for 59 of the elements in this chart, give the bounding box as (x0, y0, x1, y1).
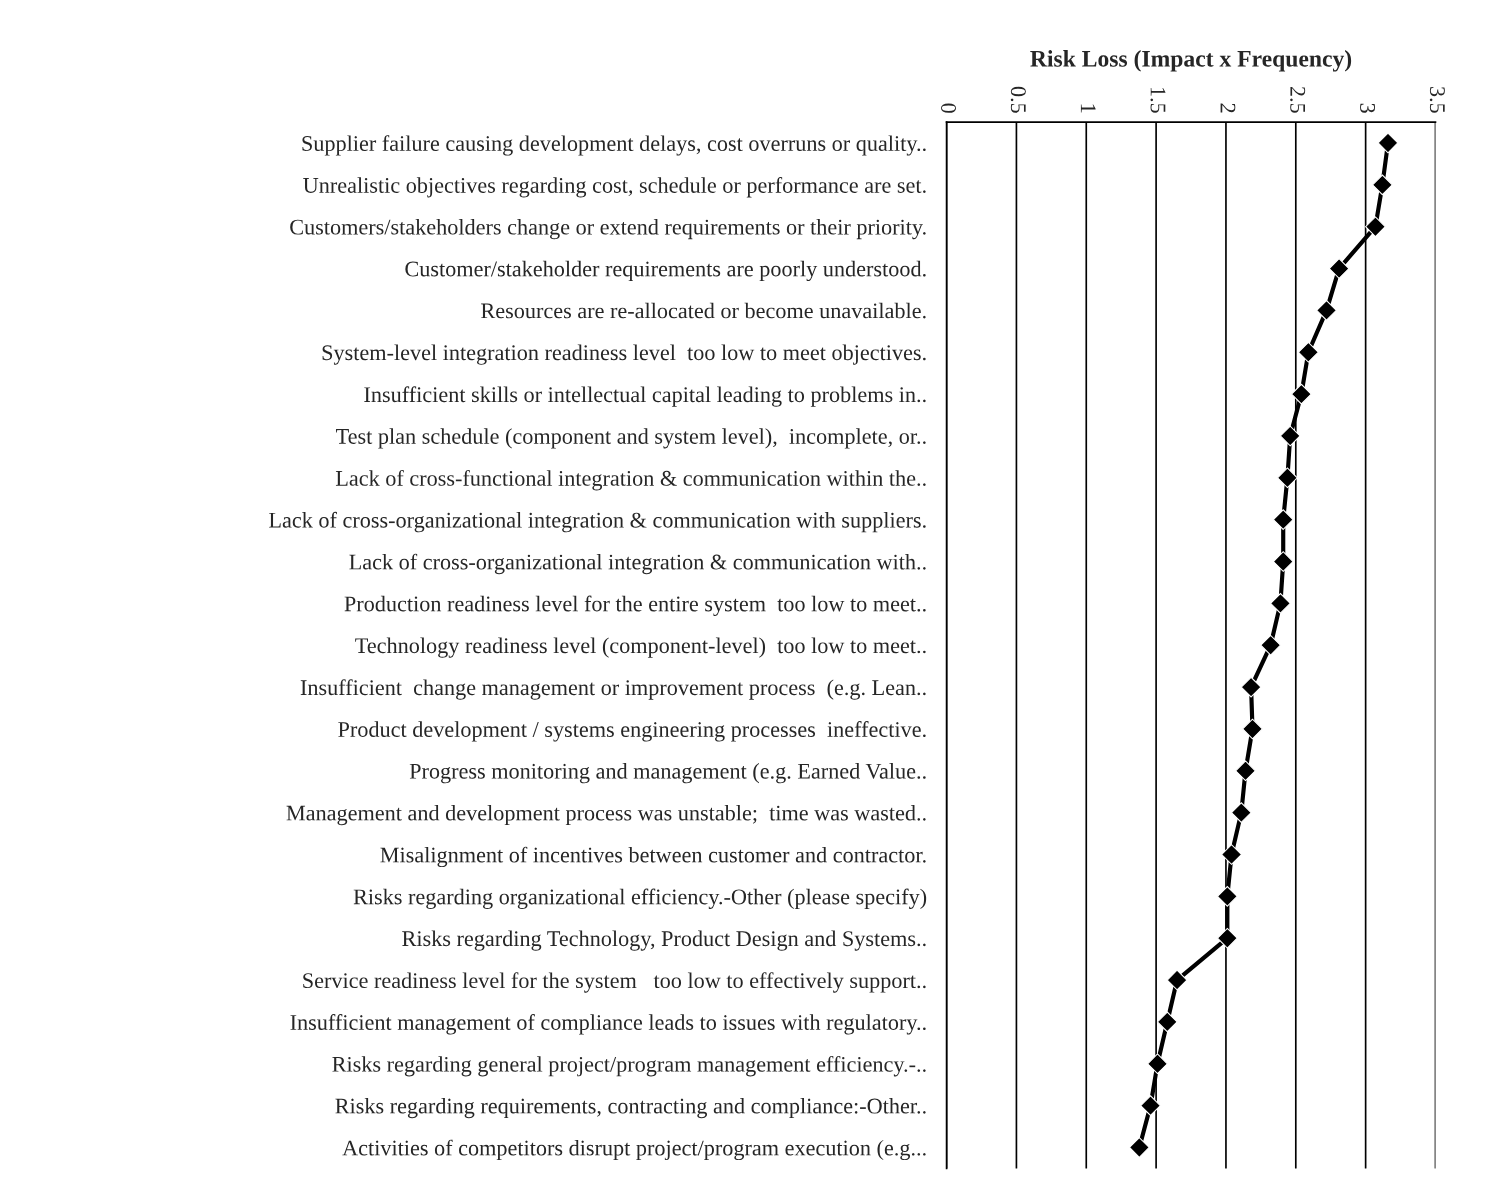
x-tick-label: 0.5 (1010, 86, 1026, 113)
point (1298, 341, 1319, 363)
point (1372, 174, 1393, 196)
point (1270, 593, 1291, 614)
y-tick-label: System-level integration readiness level too low to meet objectives. (322, 344, 926, 365)
y-tick-label: Lack of cross-organizational integration & communication with suppliers. (269, 511, 926, 533)
y-tick-label: Insufficient management of compliance leads to issues with regulatory.. (290, 1014, 926, 1035)
point (1377, 132, 1399, 154)
y-tick-label: Unrealistic objectives regarding cost, schedule or performance are set. (303, 177, 926, 198)
x-tick-label: 2 (1220, 103, 1236, 113)
y-tick-label: Activities of competitors disrupt project/program execution (e.g... (342, 1139, 926, 1161)
point (1277, 467, 1298, 489)
y-tick-label: Production readiness level for the entire system too low to meet.. (344, 595, 926, 616)
y-tick-label: Product development / systems engineering processes ineffective. (338, 721, 926, 742)
y-tick-label: Technology readiness level (component-level) too low to meet.. (355, 637, 926, 658)
point (1272, 509, 1294, 531)
y-tick-label: Risks regarding requirements, contracting and compliance:-Other.. (335, 1097, 926, 1119)
y-tick-label: Service readiness level for the system too low to effectively support.. (303, 972, 926, 993)
point (1217, 886, 1238, 907)
point (1316, 300, 1337, 321)
point (1260, 634, 1281, 656)
point (1279, 425, 1301, 447)
point (1166, 969, 1188, 991)
point (1365, 216, 1386, 238)
x-axis-title: Risk Loss (Impact x Frequency) (1030, 50, 1352, 72)
y-tick-label: Insufficient skills or intellectual capital leading to problems in.. (364, 386, 926, 407)
point (1328, 258, 1350, 279)
y-tick-label: Lack of cross-organizational integration & communication with.. (349, 553, 926, 575)
point (1217, 927, 1238, 949)
y-tick-label: Customer/stakeholder requirements are poorly understood. (405, 260, 926, 282)
point (1272, 551, 1294, 572)
y-tick-label: Supplier failure causing development delays, cost overruns or quality.. (302, 135, 926, 156)
point (1221, 844, 1242, 865)
x-tick-label: 0 (941, 103, 957, 113)
x-tick-label: 1 (1080, 104, 1096, 113)
point (1235, 760, 1256, 782)
y-tick-label: Management and development process was unstable; time was wasted.. (286, 804, 926, 826)
point (1291, 383, 1312, 405)
point (1156, 1011, 1178, 1033)
point (1140, 1095, 1161, 1116)
y-tick-label: Misalignment of incentives between customer and contractor. (380, 846, 926, 868)
point (1242, 718, 1263, 740)
x-tick-label: 3.5 (1429, 87, 1445, 113)
y-tick-label: Lack of cross-functional integration & communication within the.. (335, 469, 926, 491)
x-tick-label: 3 (1360, 103, 1376, 113)
point (1129, 1137, 1150, 1158)
point (1230, 802, 1252, 823)
y-tick-label: Resources are re-allocated or become unavailable. (481, 302, 926, 319)
y-tick-label: Test plan schedule (component and system level), incomplete, or.. (336, 428, 926, 449)
y-tick-label: Insufficient change management or improvement process (e.g. Lean.. (300, 679, 926, 700)
point (1147, 1053, 1168, 1075)
y-tick-label: Customers/stakeholders change or extend requirements or their priority. (290, 218, 926, 240)
y-tick-label: Risks regarding Technology, Product Design and Systems.. (402, 930, 926, 951)
y-tick-label: Risks regarding general project/program management efficiency.-.. (332, 1055, 926, 1077)
x-tick-label: 1.5 (1150, 87, 1166, 113)
point (1240, 676, 1262, 698)
x-tick-label: 2.5 (1290, 86, 1306, 113)
y-tick-label: Progress monitoring and management (e.g. Earned Value.. (409, 763, 926, 784)
y-tick-label: Risks regarding organizational efficiency.-Other (please specify) (353, 888, 927, 909)
